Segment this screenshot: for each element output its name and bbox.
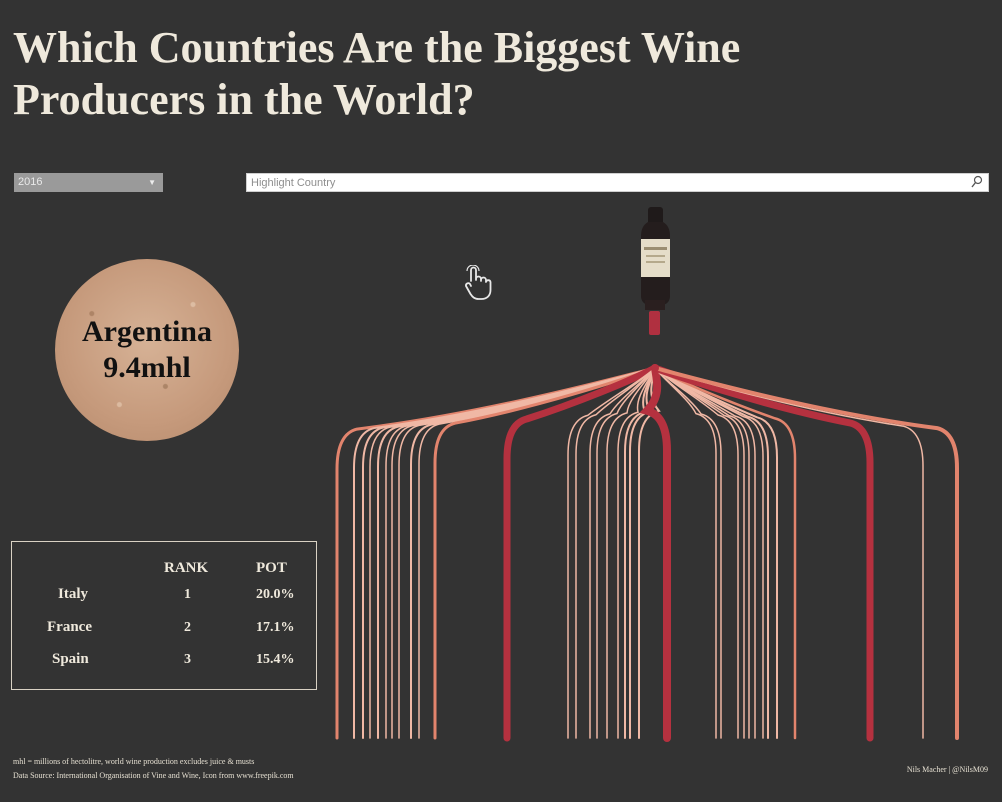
pot-header: POT — [256, 560, 287, 576]
table-row-pot: 17.1% — [256, 620, 295, 635]
unit-footnote: mhl = millions of hectolitre, world wine… — [13, 757, 255, 766]
selected-country-name: Argentina — [82, 315, 212, 348]
highlight-country-search[interactable] — [246, 173, 989, 192]
table-row-rank: 1 — [184, 587, 191, 602]
production-streams — [335, 364, 959, 742]
production-stream[interactable] — [654, 367, 722, 739]
rank-header: RANK — [164, 560, 209, 576]
production-stream[interactable] — [629, 367, 656, 739]
table-row-country: France — [47, 619, 92, 635]
production-stream[interactable] — [638, 367, 661, 739]
chevron-down-icon: ▼ — [148, 178, 156, 187]
production-stream[interactable] — [567, 367, 656, 739]
table-row-country: Italy — [58, 586, 88, 602]
production-stream[interactable] — [654, 367, 924, 739]
author-credit: Nils Macher | @NilsM09 — [906, 765, 988, 774]
selected-country-value: 9.4mhl — [103, 351, 191, 384]
production-stream[interactable] — [575, 367, 656, 739]
year-dropdown-value: 2016 — [18, 176, 43, 188]
table-row-rank: 3 — [184, 652, 191, 667]
table-row-pot: 20.0% — [256, 587, 295, 602]
production-stream[interactable] — [653, 366, 959, 740]
production-stream[interactable] — [654, 367, 756, 739]
stream-origin — [651, 364, 659, 372]
production-stream[interactable] — [617, 367, 656, 739]
production-stream[interactable] — [653, 366, 797, 740]
search-icon[interactable] — [971, 175, 983, 189]
top-producers-table: RANK POT Italy 1 20.0% France 2 17.1% Sp… — [11, 541, 317, 690]
production-stream[interactable] — [589, 367, 656, 739]
production-stream[interactable] — [606, 367, 656, 739]
table-row-country: Spain — [52, 651, 89, 667]
hand-pointer-icon — [465, 265, 492, 300]
production-stream[interactable] — [651, 364, 874, 742]
data-source: Data Source: International Organisation … — [13, 771, 294, 780]
highlight-country-input[interactable] — [247, 174, 951, 191]
production-stream[interactable] — [433, 366, 657, 740]
selected-country-cork: Argentina 9.4mhl — [55, 259, 239, 441]
table-row-pot: 15.4% — [256, 652, 295, 667]
wine-bottle-icon — [641, 207, 670, 335]
table-row-rank: 2 — [184, 620, 191, 635]
production-stream[interactable] — [654, 367, 769, 739]
production-stream[interactable] — [596, 367, 656, 739]
production-stream[interactable] — [503, 364, 659, 742]
page-title: Which Countries Are the Biggest Wine Pro… — [13, 23, 741, 124]
year-dropdown[interactable]: 2016 ▼ — [14, 173, 163, 192]
production-stream[interactable] — [639, 364, 671, 742]
